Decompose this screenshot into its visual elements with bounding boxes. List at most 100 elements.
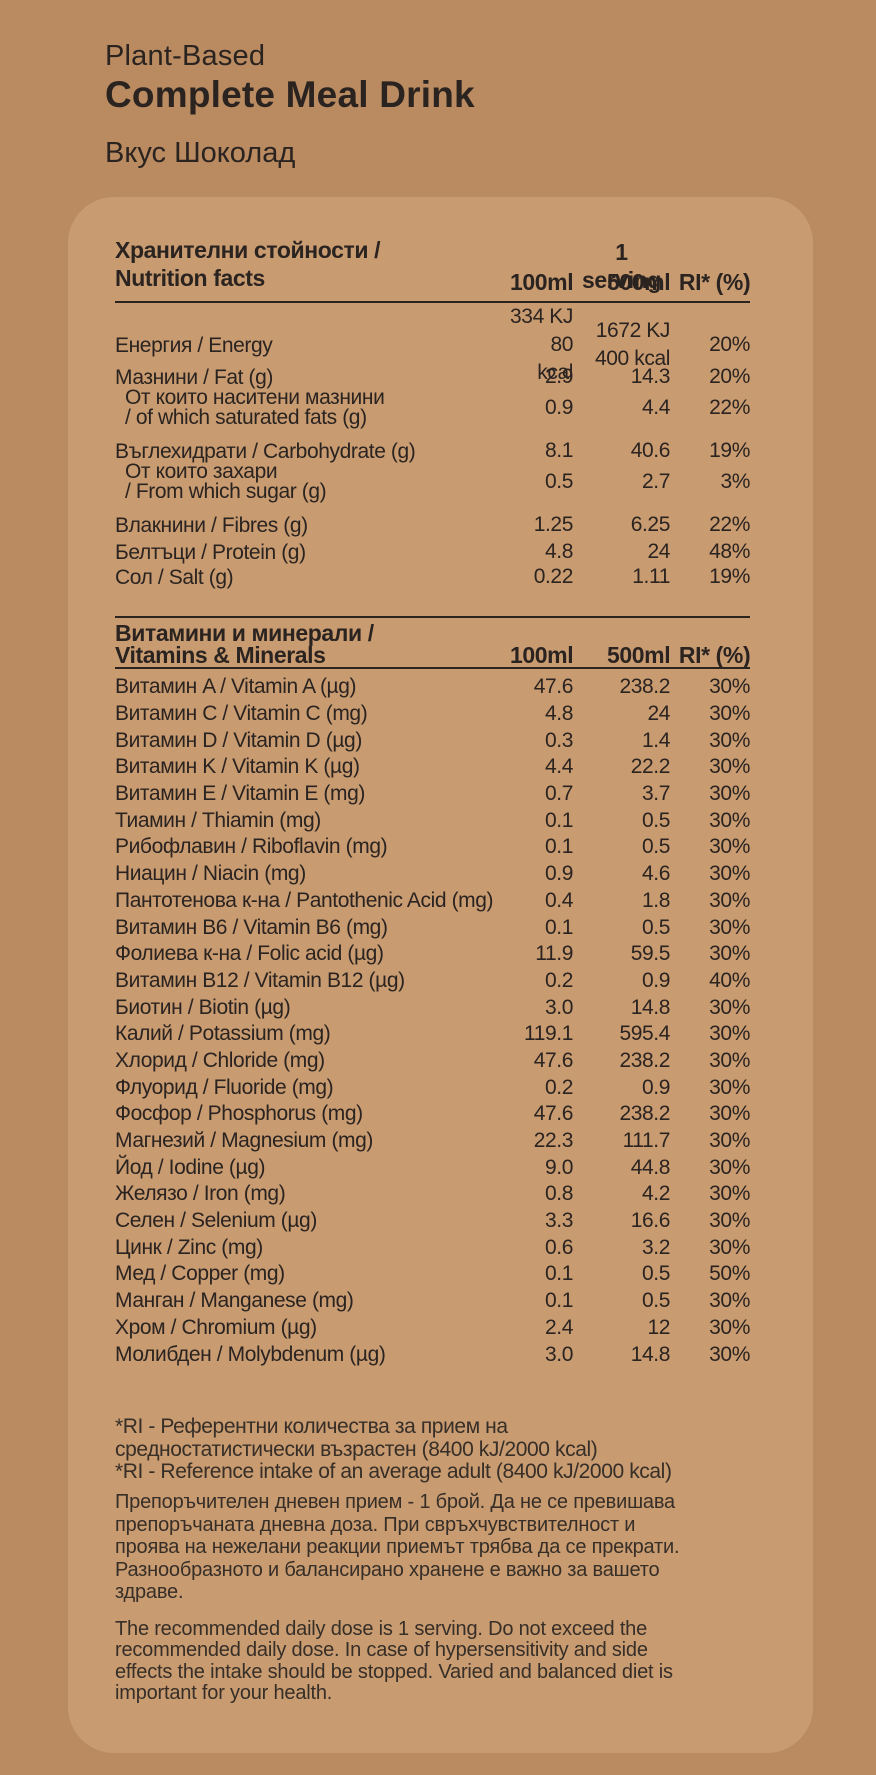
row-label: Витамин B12 / Vitamin B12 (µg) bbox=[115, 968, 405, 992]
row-label: Фосфор / Phosphorus (mg) bbox=[115, 1102, 363, 1126]
vitamin-row: Магнезий / Magnesium (mg) 22.3 111.7 30% bbox=[115, 1128, 750, 1155]
row-value: 30% bbox=[709, 1235, 750, 1259]
brand-header: Plant-Based Complete Meal Drink Вкус Шок… bbox=[105, 40, 475, 169]
row-value: 0.1 bbox=[545, 835, 573, 859]
nutrition-row: От които захари / From which sugar (g) 0.5… bbox=[115, 461, 750, 502]
disclaimer-line: Препоръчителен дневен прием - 1 брой. Да… bbox=[115, 1491, 675, 1513]
row-value: 47.6 bbox=[533, 1102, 574, 1126]
row-value: 0.5 bbox=[642, 915, 670, 939]
row-label: Сол / Salt (g) bbox=[115, 565, 234, 589]
row-value: 0.1 bbox=[545, 1262, 573, 1286]
row-value: 30% bbox=[709, 728, 750, 752]
row-value: 595.4 bbox=[619, 1022, 670, 1046]
product-category: Plant-Based bbox=[105, 40, 266, 72]
row-value: 0.5 bbox=[642, 808, 670, 832]
row-value: 12 bbox=[647, 1315, 670, 1339]
row-value: 111.7 bbox=[622, 1129, 671, 1153]
row-value: 3.7 bbox=[642, 782, 670, 806]
row-value: 40% bbox=[709, 968, 750, 992]
row-value: 30% bbox=[709, 675, 750, 699]
row-value: 3.3 bbox=[545, 1209, 573, 1233]
nutrition-row: Влакнини / Fibres (g) 1.25 6.25 22% bbox=[115, 511, 750, 539]
row-value: 3.2 bbox=[642, 1235, 670, 1259]
vitamins-column-headers: 100ml 500ml RI* (%) bbox=[115, 642, 751, 668]
row-value: 0.5 bbox=[642, 1289, 670, 1313]
vitamin-row: Манган / Manganese (mg) 0.1 0.5 30% bbox=[115, 1288, 750, 1315]
disclaimer-english: The recommended daily dose is 1 serving.… bbox=[115, 1618, 775, 1704]
row-label: Калий / Potassium (mg) bbox=[115, 1022, 331, 1046]
vitamin-row: Витамин K / Vitamin K (µg) 4.4 22.2 30% bbox=[115, 754, 750, 781]
row-value: 30% bbox=[709, 1022, 750, 1046]
row-value: 30% bbox=[709, 862, 750, 886]
ri-footnote-line: средностатистически възрастен (8400 kJ/2… bbox=[115, 1437, 598, 1461]
row-label: Биотин / Biotin (µg) bbox=[115, 995, 291, 1019]
nutrition-facts-title-en: Nutrition facts bbox=[115, 265, 265, 291]
row-value: 30% bbox=[709, 835, 750, 859]
vitamin-row: Мед / Copper (mg) 0.1 0.5 50% bbox=[115, 1261, 750, 1288]
row-value: 0.5 bbox=[545, 470, 573, 493]
ri-footnote-line: *RI - Референтни количества за прием на bbox=[115, 1415, 508, 1438]
row-value: 19% bbox=[709, 565, 750, 588]
row-value: 6.25 bbox=[630, 513, 671, 536]
nutrition-facts-title-bg: Хранителни стойности / bbox=[115, 237, 381, 263]
row-value: 1.4 bbox=[642, 728, 670, 752]
row-label: Фолиева к-на / Folic acid (µg) bbox=[115, 942, 384, 966]
vitamin-row: Хлорид / Chloride (mg) 47.6 238.2 30% bbox=[115, 1048, 750, 1075]
nutrition-row: Въглехидрати / Carbohydrate (g) 8.1 40.6 19… bbox=[115, 437, 750, 465]
row-value: 9.0 bbox=[545, 1155, 573, 1179]
row-value: 0.5 bbox=[642, 835, 670, 859]
row-label: Енергия / Energy bbox=[115, 333, 273, 357]
column-header-100ml: 100ml bbox=[510, 642, 574, 668]
vitamins-title-en: Vitamins & Minerals bbox=[115, 642, 326, 668]
row-value: 24 bbox=[647, 540, 670, 563]
row-value: 30% bbox=[709, 1289, 750, 1313]
divider-line bbox=[115, 667, 750, 669]
vitamin-row: Витамин D / Vitamin D (µg) 0.3 1.4 30% bbox=[115, 727, 750, 754]
row-label: Желязо / Iron (mg) bbox=[115, 1182, 286, 1206]
disclaimer-line: проява на нежелани реакции приемът трябв… bbox=[115, 1536, 680, 1558]
nutrition-facts-title: Хранителни стойности / Nutrition facts bbox=[115, 236, 380, 292]
row-value: 0.7 bbox=[545, 782, 573, 806]
disclaimer-line: Разнообразното и балансирано хранене е в… bbox=[115, 1558, 660, 1581]
column-spacer bbox=[115, 268, 510, 296]
row-value: 16.6 bbox=[630, 1209, 671, 1233]
row-label: Витамин B6 / Vitamin B6 (mg) bbox=[115, 915, 388, 939]
row-label: Витамин C / Vitamin C (mg) bbox=[115, 702, 368, 726]
row-value: 1.11 bbox=[632, 565, 670, 588]
column-header-ri: RI* (%) bbox=[678, 642, 751, 668]
ri-footnote: *RI - Референтни количества за прием на … bbox=[115, 1415, 775, 1484]
row-value: 30% bbox=[709, 1075, 750, 1099]
row-label: Манган / Manganese (mg) bbox=[115, 1289, 354, 1313]
nutrition-column-headers: 100ml 500ml RI* (%) bbox=[115, 268, 751, 296]
row-label: Йод / Iodine (µg) bbox=[115, 1155, 266, 1179]
row-label: Рибофлавин / Riboflavin (mg) bbox=[115, 835, 388, 859]
row-value: 30% bbox=[709, 1209, 750, 1233]
row-label: Магнезий / Magnesium (mg) bbox=[115, 1129, 374, 1153]
row-value: 0.6 bbox=[545, 1235, 573, 1259]
row-label: От които наситени мазнини / of which satu… bbox=[125, 386, 385, 429]
vitamin-row: Биотин / Biotin (µg) 3.0 14.8 30% bbox=[115, 994, 750, 1021]
vitamin-row: Витамин B6 / Vitamin B6 (mg) 0.1 0.5 30% bbox=[115, 914, 750, 941]
row-value: 30% bbox=[709, 1315, 750, 1339]
row-value: 4.4 bbox=[545, 755, 573, 779]
row-label: Белтъци / Protein (g) bbox=[115, 540, 306, 564]
vitamins-title-bg: Витамини и минерали / bbox=[115, 620, 374, 646]
serving-header: 1 serving bbox=[581, 239, 661, 293]
row-value: 19% bbox=[709, 439, 750, 462]
row-label: Хром / Chromium (µg) bbox=[115, 1315, 317, 1339]
row-label: Селен / Selenium (µg) bbox=[115, 1209, 317, 1233]
row-value: 14.8 bbox=[630, 1342, 671, 1366]
row-label: Влакнини / Fibres (g) bbox=[115, 513, 308, 537]
row-value: 0.1 bbox=[545, 915, 573, 939]
row-value: 30% bbox=[709, 1102, 750, 1126]
row-value: 0.2 bbox=[545, 968, 573, 992]
row-value: 40.6 bbox=[630, 439, 671, 462]
row-value: 0.4 bbox=[545, 888, 573, 912]
row-value: 238.2 bbox=[619, 1048, 670, 1072]
row-label: Пантотенова к-на / Pantothenic Acid (mg) bbox=[115, 888, 494, 912]
column-header-500ml: 500ml bbox=[607, 642, 671, 668]
row-value: 30% bbox=[709, 1342, 750, 1366]
row-label: Цинк / Zinc (mg) bbox=[115, 1235, 263, 1259]
disclaimer-bulgarian: Препоръчителен дневен прием - 1 брой. Да… bbox=[115, 1491, 775, 1604]
